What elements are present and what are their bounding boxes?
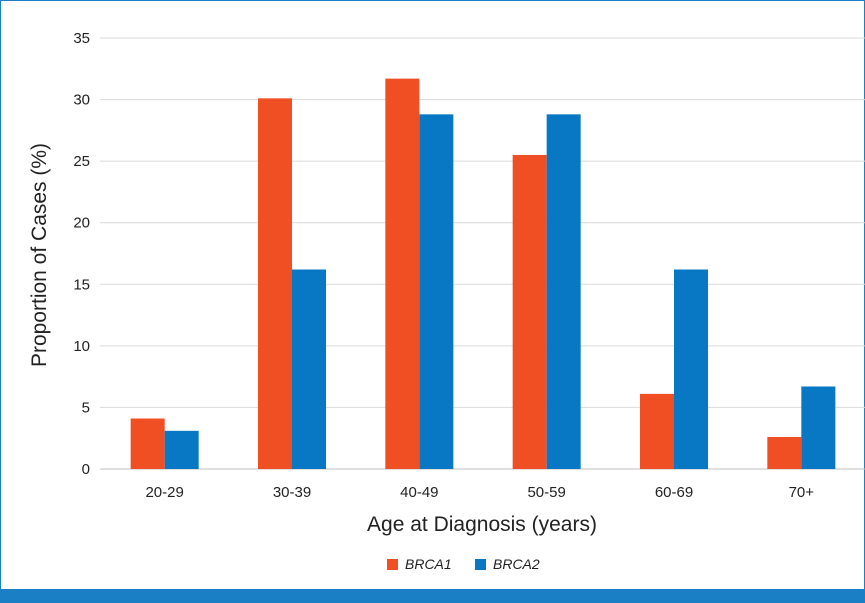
x-tick-label: 40-49 — [400, 484, 438, 501]
bar-brca2-60-69 — [674, 269, 708, 469]
bars — [130, 78, 836, 469]
x-axis-title: Age at Diagnosis (years) — [367, 513, 597, 536]
y-tick-label: 10 — [73, 338, 90, 355]
legend-swatch-brca2 — [475, 559, 486, 570]
bar-brca1-50-59 — [512, 154, 547, 469]
bar-brca1-30-39 — [258, 98, 292, 469]
y-tick-label: 30 — [73, 92, 90, 109]
x-tick-label: 20-29 — [145, 484, 183, 501]
bar-brca1-70+ — [767, 436, 802, 469]
legend-label-brca2: BRCA2 — [493, 556, 540, 572]
y-tick-label: 5 — [82, 399, 90, 416]
x-tick-label: 70+ — [789, 484, 815, 501]
y-tick-label: 35 — [73, 30, 90, 47]
bar-brca2-20-29 — [164, 430, 199, 469]
legend-swatch-brca1 — [387, 559, 398, 570]
y-axis-title: Proportion of Cases (%) — [28, 143, 51, 367]
y-axis-ticks: 0 5 10 15 20 25 30 35 — [73, 30, 90, 478]
y-tick-label: 0 — [82, 461, 90, 478]
y-tick-label: 20 — [73, 215, 90, 232]
bar-brca2-70+ — [801, 386, 836, 469]
bar-brca1-20-29 — [130, 418, 165, 469]
x-axis-ticks: 20-29 30-39 40-49 50-59 60-69 70+ — [145, 484, 814, 501]
bar-brca2-30-39 — [292, 269, 326, 469]
bar-brca1-40-49 — [385, 78, 420, 469]
x-tick-label: 50-59 — [527, 484, 565, 501]
legend-label-brca1: BRCA1 — [405, 556, 452, 572]
legend: BRCA1 BRCA2 — [387, 556, 540, 572]
bar-brca1-60-69 — [640, 393, 674, 469]
y-tick-label: 15 — [73, 276, 90, 293]
grid-lines — [100, 37, 865, 470]
bottom-band — [0, 589, 865, 603]
bar-brca2-50-59 — [546, 114, 581, 469]
bar-brca2-40-49 — [419, 114, 454, 469]
y-tick-label: 25 — [73, 153, 90, 170]
x-tick-label: 30-39 — [273, 484, 311, 501]
x-tick-label: 60-69 — [655, 484, 693, 501]
